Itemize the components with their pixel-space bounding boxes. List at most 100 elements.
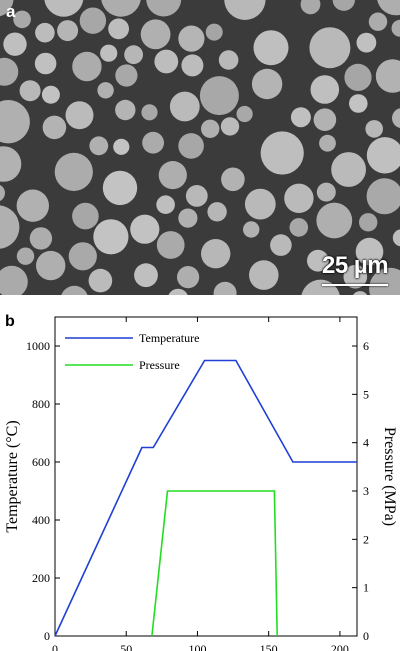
- panel-label-a: a: [6, 2, 16, 21]
- particle: [13, 10, 31, 29]
- particle: [355, 237, 384, 266]
- particle: [146, 0, 182, 17]
- x-tick-label: 150: [260, 642, 278, 651]
- particle: [369, 267, 400, 295]
- particle: [301, 279, 340, 295]
- particle: [93, 219, 129, 255]
- particle: [309, 27, 351, 69]
- particle: [220, 117, 240, 136]
- particle: [65, 101, 94, 130]
- particle: [244, 188, 276, 220]
- particle: [253, 30, 289, 66]
- particle: [115, 99, 136, 121]
- particle: [375, 59, 400, 93]
- particle: [124, 45, 143, 65]
- particle: [178, 133, 204, 159]
- particle: [0, 185, 5, 201]
- y-left-tick-label: 200: [32, 571, 50, 585]
- particle: [42, 115, 67, 140]
- particle: [3, 32, 27, 56]
- particle: [356, 32, 377, 53]
- particle: [343, 264, 368, 289]
- particle: [218, 50, 239, 70]
- particle: [199, 76, 239, 116]
- particle: [0, 146, 22, 182]
- particle: [168, 288, 188, 295]
- y-right-tick-label: 1: [363, 581, 369, 595]
- particle: [16, 247, 35, 265]
- particle: [236, 105, 253, 123]
- y-left-tick-label: 800: [32, 397, 50, 411]
- particle: [181, 54, 204, 77]
- y-right-tick-label: 2: [363, 532, 369, 546]
- particle: [29, 227, 53, 250]
- y-right-tick-label: 4: [363, 436, 369, 450]
- micrograph-image: [0, 0, 400, 295]
- particle: [0, 0, 14, 17]
- sintering-profile-chart: 0 50 100 150 200 0 200 400 600 800 1000 0 1 2 3 4 5 6 Tem…: [4, 316, 398, 651]
- particle: [177, 266, 200, 289]
- scale-bar: 25 µm: [322, 252, 390, 286]
- particle: [310, 75, 340, 104]
- particle: [300, 0, 321, 15]
- particle: [158, 161, 187, 190]
- particle: [353, 291, 368, 295]
- particle: [289, 218, 309, 237]
- particle: [79, 7, 107, 34]
- particle: [108, 18, 129, 40]
- particle: [57, 20, 79, 42]
- micrograph-panel: a 25 µm: [0, 0, 400, 295]
- particle: [365, 120, 384, 138]
- particle: [0, 100, 30, 144]
- particle: [68, 242, 97, 271]
- particle: [34, 52, 57, 75]
- particle: [207, 202, 227, 222]
- particle: [97, 82, 114, 99]
- particle: [392, 229, 400, 247]
- particle: [392, 108, 400, 128]
- particle: [178, 25, 205, 52]
- y-right-tick-label: 6: [363, 339, 369, 353]
- particle: [349, 94, 368, 113]
- particle: [313, 108, 337, 131]
- y-left-tick-label: 1000: [26, 339, 50, 353]
- particle: [102, 170, 138, 206]
- legend-label-pressure: Pressure: [139, 358, 180, 372]
- particle: [366, 178, 400, 215]
- particle: [248, 260, 279, 290]
- particle: [72, 51, 102, 82]
- particle: [213, 281, 237, 295]
- particle: [319, 134, 336, 152]
- particle: [344, 63, 372, 91]
- scale-bar-label: 25 µm: [322, 252, 389, 279]
- particle: [19, 80, 41, 102]
- y-left-axis-label: Temperature (°C): [4, 420, 21, 532]
- particle: [113, 138, 130, 155]
- particle: [185, 185, 208, 207]
- particle: [270, 234, 292, 256]
- x-tick-label: 0: [52, 642, 58, 651]
- y-left-tick-label: 0: [44, 629, 50, 643]
- particle: [221, 167, 245, 192]
- y-left-tick-label: 400: [32, 513, 50, 527]
- particle: [331, 152, 366, 187]
- series-line-temperature: [54, 359, 357, 637]
- particle: [142, 131, 165, 154]
- particle: [243, 221, 260, 238]
- particle: [201, 239, 231, 269]
- particle: [368, 12, 388, 31]
- y-right-tick-label: 3: [363, 484, 369, 498]
- particle: [156, 195, 175, 214]
- series-line-pressure: [151, 490, 278, 637]
- particle: [316, 202, 353, 239]
- particle: [205, 23, 223, 41]
- particle: [88, 268, 113, 293]
- particle: [178, 208, 198, 228]
- legend-label-temperature: Temperature: [139, 331, 199, 345]
- particle: [16, 189, 49, 222]
- particle: [366, 137, 400, 174]
- particle: [0, 265, 28, 295]
- particle: [284, 183, 314, 213]
- particle: [41, 85, 60, 104]
- particle: [134, 263, 158, 288]
